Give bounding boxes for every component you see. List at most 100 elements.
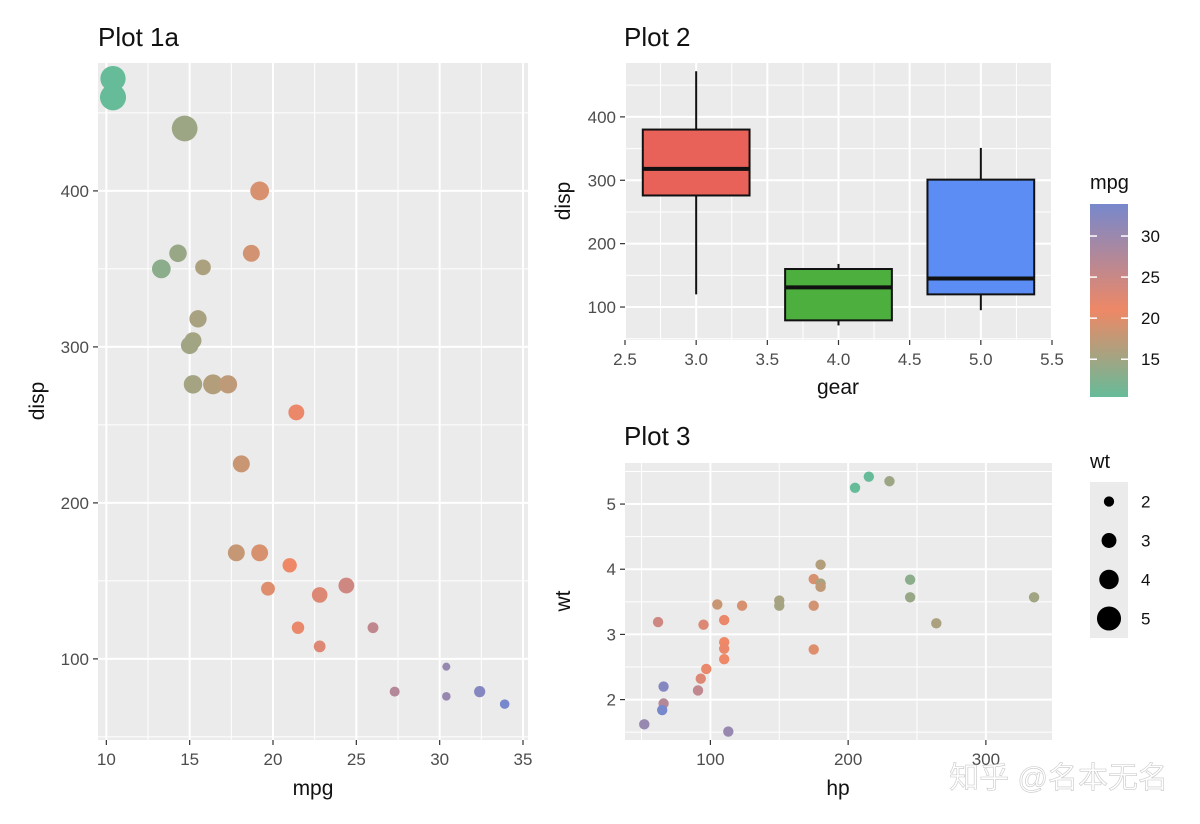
legend-wt: wt 2 3 4 5 — [1089, 451, 1150, 638]
plot3-point — [774, 600, 785, 611]
legend-mpg-title: mpg — [1090, 172, 1129, 194]
plot3-point — [658, 681, 669, 692]
plot1a-point — [282, 558, 297, 573]
plot3-xlabel: hp — [826, 777, 849, 800]
plot1a-ytick-label: 400 — [61, 182, 89, 201]
plot1a-point — [183, 375, 203, 394]
plot1a-xtick-label: 25 — [347, 750, 366, 769]
plot1a-point — [291, 621, 305, 634]
plot3-grid — [625, 463, 1052, 740]
plot3-ytick-label: 5 — [607, 495, 616, 514]
watermark: 知乎 @名本无名 — [949, 762, 1168, 795]
legend-mpg-label: 30 — [1141, 227, 1160, 246]
plot2-ytick-label: 100 — [588, 298, 616, 317]
plot1a-point — [367, 622, 379, 634]
plot3-point — [904, 592, 916, 603]
plot1a-point — [203, 374, 223, 395]
plot1a-point — [151, 259, 171, 279]
legend-wt-label: 3 — [1141, 532, 1150, 551]
plot2-title: Plot 2 — [624, 22, 691, 52]
plot1a-point — [261, 581, 275, 596]
plot1a-point — [474, 686, 486, 698]
legend-mpg-label: 15 — [1141, 350, 1160, 369]
legend-mpg-colorbar — [1090, 204, 1128, 397]
legend-wt-label: 4 — [1141, 571, 1150, 590]
plot3-point — [712, 599, 723, 610]
legend-mpg-label: 20 — [1141, 309, 1160, 328]
plot1a-point — [251, 544, 269, 562]
legend-wt-key — [1099, 569, 1119, 590]
plot1a-point — [189, 310, 207, 328]
plot2-xtick-label: 4.0 — [827, 350, 851, 369]
plot2-box — [641, 128, 751, 197]
legend-wt-key — [1101, 533, 1117, 548]
plot1a-ytick-label: 100 — [61, 650, 89, 669]
plot1a-point — [242, 244, 260, 262]
plot1a-point — [180, 336, 199, 355]
plot1a-title: Plot 1a — [98, 22, 179, 52]
plot3-point — [701, 663, 712, 675]
plot3-points — [639, 471, 1040, 737]
plot1a-xtick-label: 15 — [180, 750, 199, 769]
plot3-ylabel: wt — [552, 590, 575, 612]
plot3-point — [849, 482, 861, 493]
plot2-ytick-label: 400 — [588, 108, 616, 127]
plot1a-ticks: 10 15 20 25 30 35 100 200 300 400 — [61, 182, 533, 769]
legend-wt-label: 5 — [1141, 610, 1150, 629]
plot1a: Plot 1a 10 15 20 25 30 35 100 200 300 400 mpg dis… — [26, 22, 532, 800]
plot3-ytick-label: 2 — [607, 691, 616, 710]
legend-mpg: mpg 15 20 25 30 — [1090, 172, 1160, 397]
plot1a-point — [232, 455, 250, 473]
plot3-point — [718, 653, 730, 665]
plot3-point — [656, 704, 668, 716]
plot3-ytick-label: 3 — [607, 625, 616, 644]
plot3-point — [692, 685, 704, 696]
plot3-point — [695, 673, 706, 684]
plot1a-point — [311, 587, 328, 603]
plot1a-xtick-label: 30 — [430, 750, 449, 769]
plot3-point — [884, 476, 895, 487]
plot3-point — [652, 616, 664, 628]
plot1a-point — [499, 699, 510, 709]
plot2-xtick-label: 3.5 — [756, 350, 780, 369]
plot2-xtick-label: 2.5 — [613, 350, 637, 369]
plot3-point — [904, 574, 916, 585]
plot2-ytick-label: 200 — [588, 235, 616, 254]
legend-wt-keys: 2 3 4 5 — [1096, 493, 1150, 631]
plot3-xtick-label: 300 — [972, 750, 1000, 769]
plot1a-ytick-label: 200 — [61, 494, 89, 513]
plot1a-point — [442, 692, 451, 701]
plot1a-grid — [98, 63, 528, 740]
plot1a-point — [171, 115, 198, 142]
plot3-point — [863, 471, 875, 482]
plot1a-ytick-label: 300 — [61, 338, 89, 357]
plot1a-xtick-label: 35 — [514, 750, 533, 769]
plot2-xtick-label: 5.0 — [969, 350, 993, 369]
plot1a-xlabel: mpg — [293, 777, 334, 800]
plot3-point — [931, 618, 942, 629]
plot2-xtick-label: 5.5 — [1040, 350, 1064, 369]
plot3-point — [718, 614, 730, 626]
plot3-title: Plot 3 — [624, 421, 691, 451]
plot1a-point — [313, 640, 326, 653]
plot3: Plot 3 100 200 300 2 3 4 5 hp wt — [552, 421, 1052, 800]
plot2-ytick-label: 300 — [588, 171, 616, 190]
plot1a-points — [99, 65, 510, 709]
plot1a-point — [169, 244, 187, 263]
legend-wt-key — [1103, 496, 1115, 507]
plot3-xtick-label: 200 — [834, 750, 862, 769]
plot3-point — [1028, 592, 1040, 603]
legend-mpg-ticks: 15 20 25 30 — [1090, 227, 1160, 369]
plot3-point — [808, 600, 819, 611]
plot1a-point — [288, 404, 305, 421]
plot2-xlabel: gear — [817, 376, 859, 399]
legend-mpg-label: 25 — [1141, 268, 1160, 287]
plot3-point — [723, 726, 734, 737]
plot3-ytick-label: 4 — [607, 560, 616, 579]
plot1a-point — [338, 577, 355, 594]
plot1a-point — [389, 686, 400, 697]
plot2-box — [784, 268, 893, 322]
plot2-xtick-label: 4.5 — [898, 350, 922, 369]
plot2-xtick-label: 3.0 — [684, 350, 708, 369]
plot3-point — [808, 644, 819, 655]
